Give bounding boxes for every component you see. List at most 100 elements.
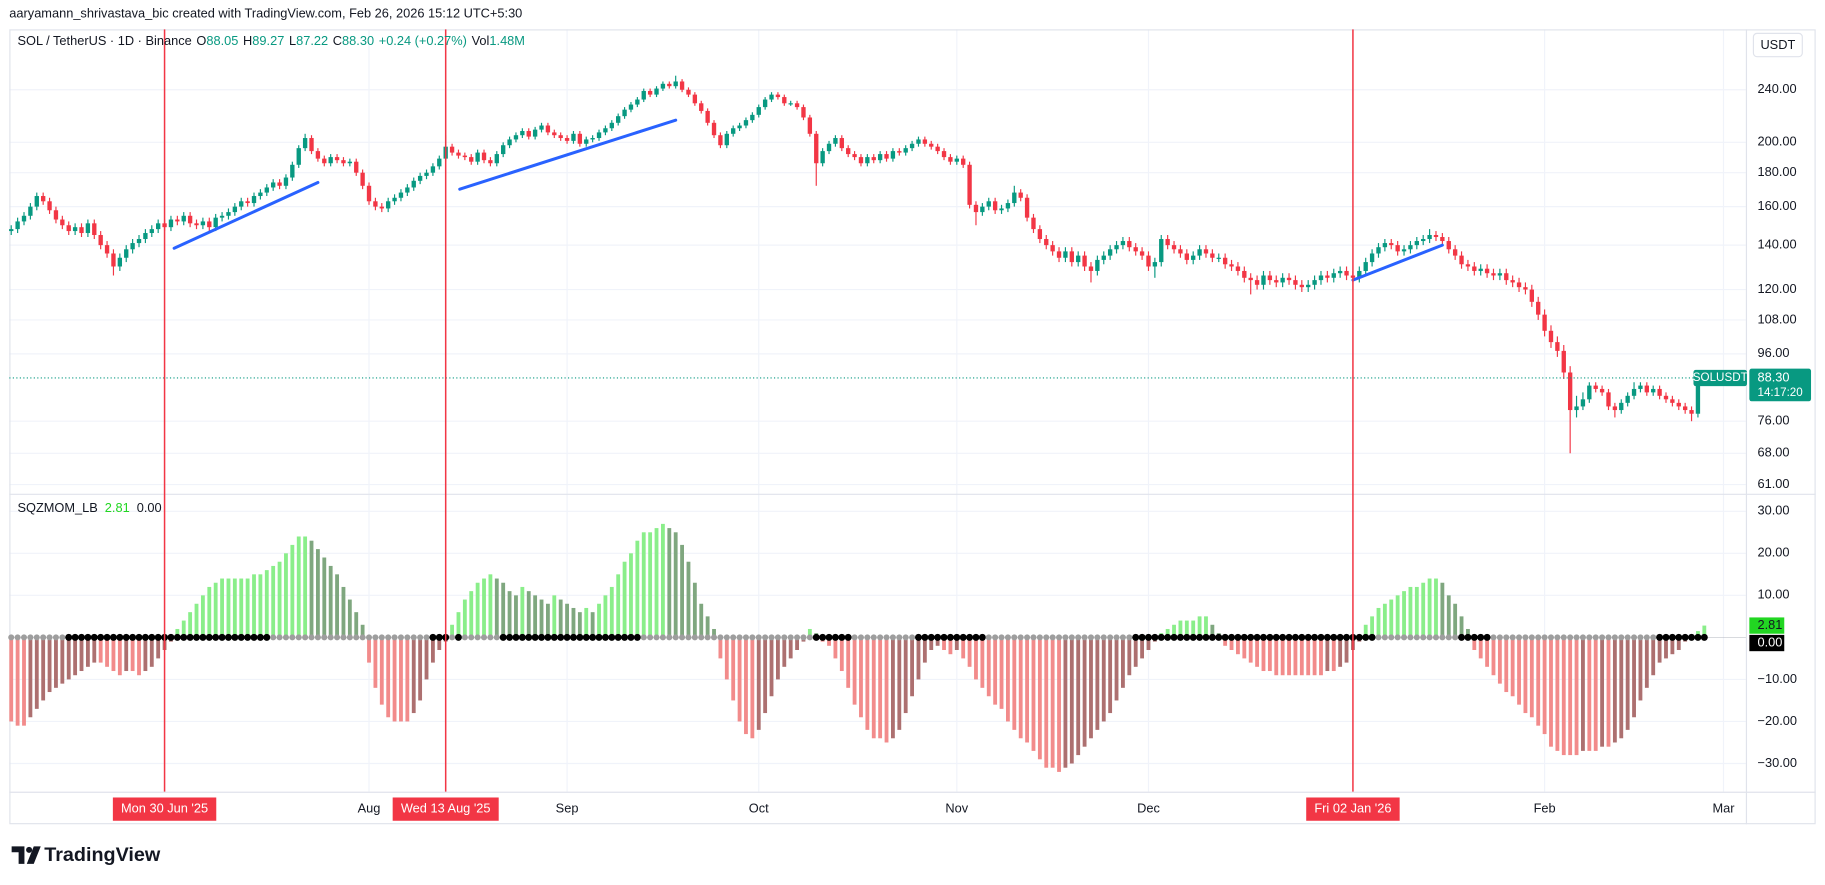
squeeze-off-dot [647, 634, 654, 641]
momentum-bar [1446, 595, 1451, 638]
squeeze-on-dot [1132, 633, 1140, 641]
momentum-bar [1108, 637, 1113, 714]
squeeze-off-dot [1407, 634, 1414, 641]
squeeze-on-dot [633, 633, 641, 641]
candle-body [814, 133, 819, 164]
candle-body [1178, 249, 1183, 254]
candle-body [111, 253, 116, 267]
candle-body [290, 164, 295, 178]
candle-body [980, 206, 985, 213]
squeeze-on-dot [1247, 633, 1255, 641]
squeeze-off-dot [787, 634, 794, 641]
squeeze-on-dot [435, 633, 443, 641]
momentum-bar [411, 637, 416, 714]
candle-body [1024, 197, 1030, 218]
candle-body [15, 221, 20, 230]
momentum-bar [341, 586, 346, 638]
squeeze-on-dot [1291, 633, 1299, 641]
y-tick-label: −10.00 [1757, 671, 1796, 686]
momentum-bar [1178, 620, 1183, 638]
candle-body [992, 201, 998, 211]
candle-body [1567, 372, 1573, 411]
momentum-bar [207, 586, 212, 638]
candle-body [1082, 255, 1087, 267]
candle-body [1274, 280, 1279, 283]
candle-body [1395, 245, 1400, 252]
candle-body [1414, 241, 1419, 246]
squeeze-off-dot [685, 634, 692, 641]
squeeze-off-dot [749, 634, 756, 641]
momentum-bar [258, 574, 263, 638]
momentum-tag: 2.81 [1757, 617, 1782, 632]
candle-body [794, 103, 800, 108]
squeeze-off-dot [308, 634, 315, 641]
momentum-bar [130, 637, 135, 672]
momentum-bar [271, 565, 276, 638]
momentum-bar [1114, 637, 1119, 701]
candle-body [1318, 275, 1324, 281]
squeeze-on-dot [953, 633, 961, 641]
candle-body [1267, 275, 1273, 281]
squeeze-on-dot [1164, 633, 1172, 641]
squeeze-off-dot [295, 634, 302, 641]
momentum-bar [1670, 637, 1675, 655]
momentum-bar [1408, 586, 1413, 638]
squeeze-off-dot [270, 634, 277, 641]
candle-body [72, 227, 78, 232]
currency-button[interactable]: USDT [1752, 32, 1803, 58]
squeeze-off-dot [666, 634, 673, 641]
squeeze-off-dot [1017, 634, 1024, 641]
candle-body [903, 148, 908, 153]
squeeze-off-dot [794, 634, 801, 641]
momentum-bar [1632, 637, 1636, 718]
candle-body [456, 152, 461, 156]
momentum-bar [462, 599, 467, 638]
squeeze-on-dot [627, 633, 635, 641]
squeeze-on-dot [1656, 633, 1664, 641]
squeeze-off-dot [1087, 634, 1095, 641]
momentum-bar [897, 637, 902, 730]
y-tick-label: 68.00 [1757, 445, 1789, 460]
candle-body [705, 110, 710, 123]
candle-body [967, 164, 972, 205]
candle-body [92, 223, 97, 236]
squeeze-on-dot [1311, 633, 1319, 641]
squeeze-on-dot [512, 633, 520, 641]
candle-body [309, 138, 314, 152]
candle-body [379, 206, 384, 209]
y-tick-label: −20.00 [1757, 713, 1796, 728]
attribution: aaryamann_shrivastava_bic created with T… [9, 6, 522, 21]
squeeze-off-dot [40, 634, 47, 641]
squeeze-on-dot [116, 633, 124, 641]
symbol-title: SOL / TetherUS · 1D · Binance [17, 33, 191, 48]
squeeze-off-dot [276, 634, 283, 641]
legend-key: L [289, 33, 296, 48]
squeeze-on-dot [244, 633, 252, 641]
momentum-bar [967, 637, 972, 667]
squeeze-off-dot [410, 634, 417, 641]
momentum-bar [1376, 607, 1381, 638]
y-tick-label: 140.00 [1757, 237, 1796, 252]
squeeze-on-dot [589, 633, 597, 641]
momentum-bar [290, 544, 295, 638]
y-tick-label: 200.00 [1757, 134, 1796, 149]
candle-body [232, 206, 238, 213]
currency-button-label[interactable]: USDT [1760, 37, 1795, 52]
momentum-bar [245, 578, 250, 638]
candle-body [667, 83, 672, 87]
momentum-bar [41, 637, 46, 701]
momentum-bar [1523, 637, 1528, 714]
squeeze-off-dot [8, 634, 15, 641]
momentum-bar [1057, 637, 1061, 772]
candle-body [194, 223, 199, 226]
candle-body [462, 155, 468, 158]
momentum-bar [1012, 637, 1017, 730]
squeeze-on-dot [218, 633, 226, 641]
squeeze-off-dot [640, 634, 647, 641]
currency-button-box[interactable] [1752, 32, 1803, 58]
candle-body [673, 81, 678, 87]
momentum-bar [1517, 637, 1521, 705]
momentum-bar [1223, 637, 1228, 646]
momentum-bar [763, 637, 768, 714]
momentum-bar [1076, 637, 1081, 756]
